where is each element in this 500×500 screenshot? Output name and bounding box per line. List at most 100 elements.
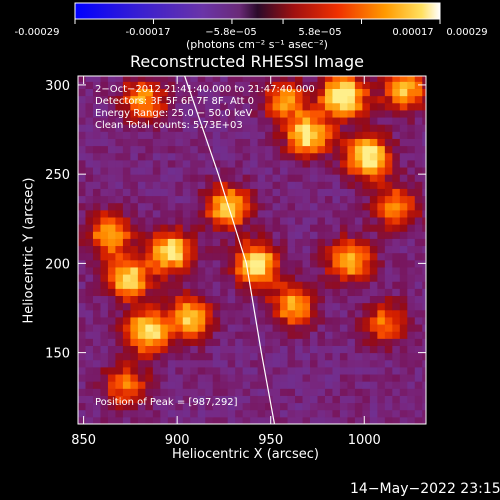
heatmap-cell (235, 374, 244, 382)
heatmap-cell (257, 76, 266, 82)
heatmap-cell (280, 76, 289, 82)
heatmap-cell (152, 117, 161, 125)
heatmap-cell (137, 259, 146, 268)
heatmap-cell (220, 81, 229, 89)
heatmap-cell (235, 252, 244, 261)
heatmap-cell (152, 145, 161, 154)
heatmap-cell (107, 374, 116, 382)
heatmap-cell (392, 188, 401, 197)
heatmap-cell (235, 174, 244, 182)
heatmap-cell (182, 102, 191, 111)
heatmap-cell (324, 109, 333, 118)
heatmap-cell (92, 231, 101, 239)
heatmap-cell (182, 138, 191, 147)
heatmap-cell (339, 374, 348, 382)
heatmap-cell (317, 245, 326, 254)
heatmap-cell (354, 324, 363, 332)
heatmap-cell (407, 174, 416, 182)
heatmap-cell (347, 245, 356, 254)
heatmap-cell (377, 266, 386, 275)
heatmap-cell (310, 388, 318, 396)
heatmap-cell (182, 145, 191, 154)
heatmap-cell (160, 395, 169, 404)
heatmap-cell (414, 266, 423, 275)
heatmap-cell (242, 402, 251, 411)
heatmap-cell (339, 95, 348, 104)
heatmap-cell (190, 181, 199, 189)
heatmap-cell (197, 366, 206, 375)
heatmap-cell (265, 381, 274, 389)
heatmap-cell (145, 216, 154, 225)
heatmap-cell (250, 374, 259, 382)
heatmap-cell (347, 288, 356, 297)
heatmap-cell (78, 231, 86, 239)
heatmap-cell (205, 174, 214, 182)
heatmap-cell (302, 345, 311, 354)
heatmap-cell (197, 76, 206, 82)
heatmap-cell (167, 409, 176, 418)
heatmap-cell (265, 281, 274, 289)
heatmap-cell (257, 259, 266, 268)
heatmap-cell (332, 352, 341, 361)
heatmap-cell (175, 266, 184, 275)
heatmap-cell (287, 159, 296, 168)
heatmap-cell (317, 224, 326, 232)
heatmap-cell (92, 402, 101, 411)
heatmap-cell (182, 252, 191, 261)
heatmap-cell (175, 152, 184, 161)
heatmap-cell (280, 259, 289, 268)
heatmap-cell (167, 188, 176, 197)
heatmap-cell (100, 331, 109, 339)
heatmap-cell (324, 95, 333, 104)
heatmap-cell (272, 259, 281, 268)
heatmap-cell (310, 216, 318, 225)
heatmap-cell (280, 266, 289, 275)
heatmap-cell (272, 338, 281, 346)
heatmap-cell (280, 274, 289, 282)
heatmap-cell (422, 238, 426, 247)
heatmap-cell (130, 416, 139, 424)
heatmap-cell (78, 88, 86, 97)
heatmap-cell (220, 238, 229, 247)
heatmap-cell (100, 345, 109, 354)
heatmap-cell (414, 281, 423, 289)
heatmap-cell (399, 131, 408, 139)
heatmap-cell (197, 117, 206, 125)
heatmap-cell (302, 316, 311, 325)
heatmap-cell (152, 181, 161, 189)
heatmap-cell (280, 131, 289, 139)
heatmap-cell (272, 76, 281, 82)
heatmap-cell (220, 288, 229, 297)
heatmap-cell (324, 259, 333, 268)
heatmap-cell (280, 209, 289, 218)
heatmap-cell (227, 174, 236, 182)
heatmap-cell (332, 167, 341, 175)
heatmap-cell (377, 381, 386, 389)
heatmap-cell (354, 409, 363, 418)
heatmap-cell (317, 81, 326, 89)
heatmap-cell (272, 88, 281, 97)
heatmap-cell (287, 209, 296, 218)
heatmap-cell (377, 302, 386, 311)
heatmap-cell (377, 216, 386, 225)
heatmap-cell (167, 167, 176, 175)
heatmap-cell (377, 324, 386, 332)
heatmap-cell (197, 259, 206, 268)
heatmap-cell (100, 76, 109, 82)
heatmap-cell (369, 274, 378, 282)
heatmap-cell (369, 374, 378, 382)
heatmap-cell (399, 109, 408, 118)
heatmap-cell (92, 195, 101, 204)
heatmap-cell (205, 167, 214, 175)
heatmap-cell (377, 181, 386, 189)
heatmap-cell (332, 281, 341, 289)
heatmap-cell (332, 109, 341, 118)
heatmap-cell (205, 352, 214, 361)
heatmap-cell (92, 381, 101, 389)
heatmap-cell (190, 374, 199, 382)
heatmap-cell (354, 88, 363, 97)
heatmap-cell (190, 81, 199, 89)
heatmap-cell (107, 195, 116, 204)
heatmap-cell (220, 252, 229, 261)
heatmap-cell (310, 174, 318, 182)
